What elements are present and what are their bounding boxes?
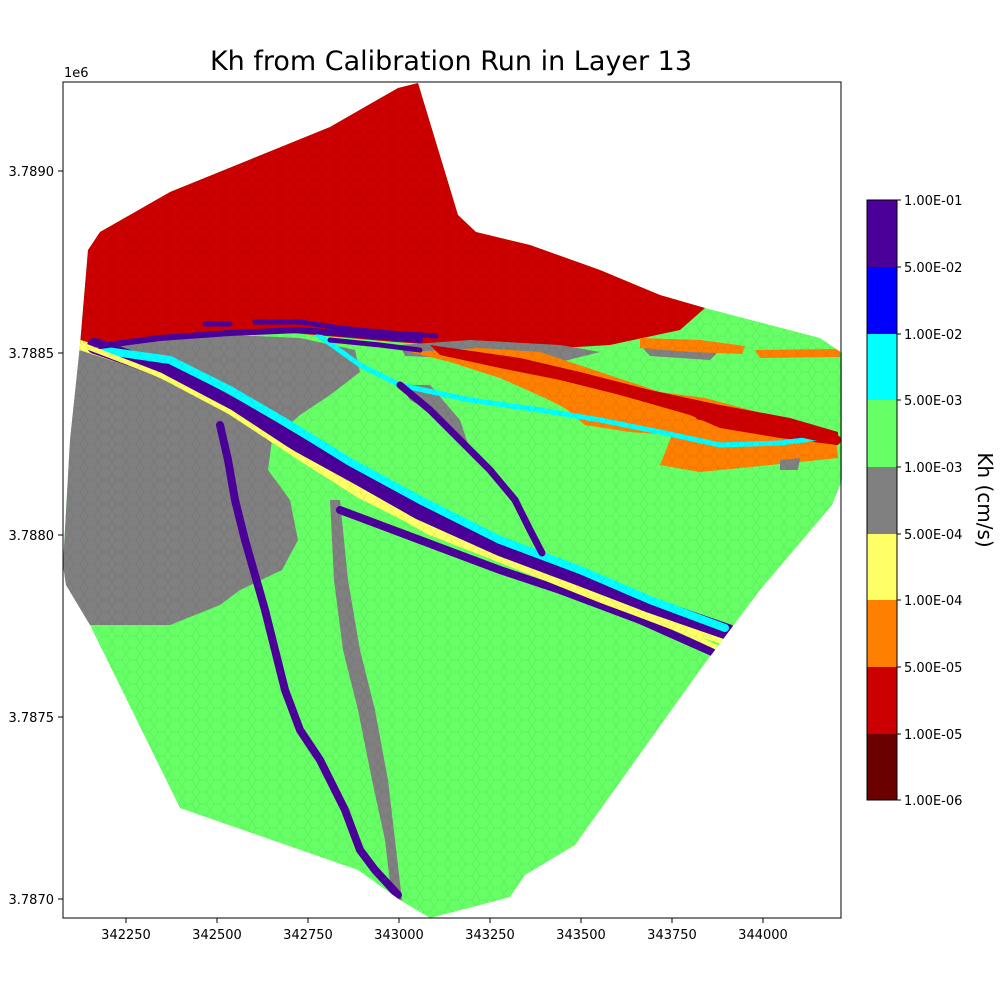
y-offset-label: 1e6 bbox=[64, 66, 89, 81]
x-tick-label: 342500 bbox=[192, 928, 242, 943]
y-tick-label: 3.7875 bbox=[9, 711, 55, 726]
y-tick-label: 3.7880 bbox=[9, 529, 55, 544]
colorbar-segment bbox=[867, 534, 897, 600]
colorbar-segment bbox=[867, 334, 897, 400]
colorbar-tick-label: 1.00E-04 bbox=[904, 594, 962, 609]
colorbar-tick-label: 1.00E-02 bbox=[904, 328, 962, 343]
x-tick-label: 342750 bbox=[283, 928, 333, 943]
colorbar-tick-label: 1.00E-06 bbox=[904, 794, 962, 809]
map-title: Kh from Calibration Run in Layer 13 bbox=[209, 46, 693, 77]
x-tick-label: 343500 bbox=[556, 928, 606, 943]
x-tick-label: 342250 bbox=[101, 928, 151, 943]
x-tick-label: 344000 bbox=[738, 928, 788, 943]
x-axis: 342250 342500 342750 343000 343250 34350… bbox=[101, 918, 788, 943]
colorbar: 1.00E-06 1.00E-05 5.00E-05 1.00E-04 5.00… bbox=[866, 194, 997, 809]
y-axis: 3.7870 3.7875 3.7880 3.7885 3.7890 1e6 bbox=[9, 66, 89, 908]
plot-frame bbox=[62, 81, 842, 919]
colorbar-tick-label: 5.00E-03 bbox=[904, 394, 962, 409]
colorbar-segment bbox=[867, 600, 897, 667]
colorbar-segment bbox=[867, 467, 897, 534]
colorbar-frame bbox=[866, 199, 898, 801]
colorbar-segment bbox=[867, 667, 897, 734]
colorbar-label: Kh (cm/s) bbox=[973, 452, 997, 547]
x-tick-label: 343750 bbox=[647, 928, 697, 943]
x-tick-label: 343250 bbox=[465, 928, 515, 943]
colorbar-tick-label: 5.00E-02 bbox=[904, 261, 962, 276]
colorbar-segment bbox=[867, 267, 897, 334]
colorbar-segment bbox=[867, 400, 897, 467]
colorbar-tick-label: 1.00E-03 bbox=[904, 461, 962, 476]
y-tick-label: 3.7885 bbox=[9, 347, 55, 362]
colorbar-tick-label: 1.00E-05 bbox=[904, 728, 962, 743]
colorbar-tick-label: 5.00E-05 bbox=[904, 661, 962, 676]
colorbar-segment bbox=[867, 734, 897, 800]
x-tick-label: 343000 bbox=[374, 928, 424, 943]
colorbar-segment bbox=[867, 200, 897, 267]
colorbar-tick-label: 1.00E-01 bbox=[904, 194, 962, 209]
colorbar-tick-label: 5.00E-04 bbox=[904, 528, 962, 543]
y-tick-label: 3.7870 bbox=[9, 893, 55, 908]
y-tick-label: 3.7890 bbox=[9, 165, 55, 180]
